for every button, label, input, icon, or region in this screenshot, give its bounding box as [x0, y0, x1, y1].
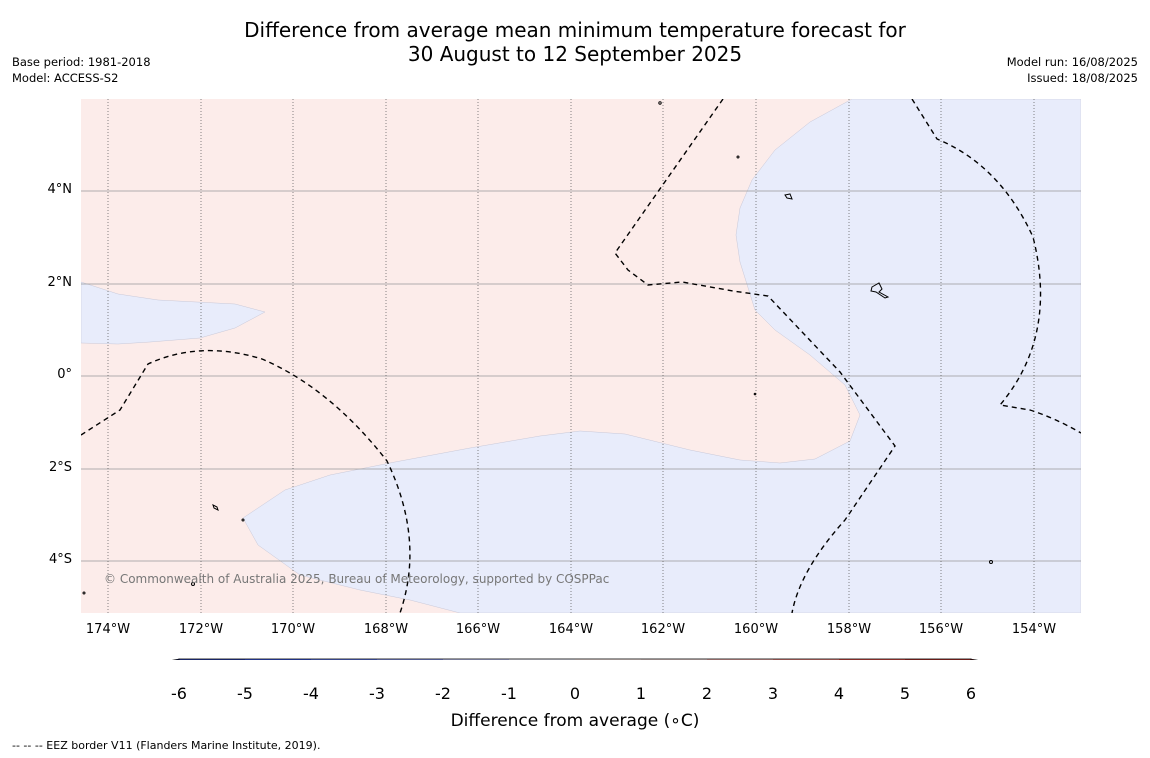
colorbar-under-extension: [171, 658, 180, 660]
longitude-label: 170°W: [270, 622, 316, 637]
cool-anomaly-area-south: [242, 99, 1081, 613]
island-icon: [212, 504, 219, 511]
island-icon: [784, 193, 793, 200]
map-title-line2: 30 August to 12 September 2025: [407, 42, 743, 66]
model-run-text: Model run: 16/08/2025: [1006, 55, 1138, 69]
longitude-label: 168°W: [363, 622, 409, 637]
colorbar-segment: [245, 659, 311, 660]
colorbar-over-extension: [970, 658, 979, 660]
longitude-label: 166°W: [455, 622, 501, 637]
colorbar-tick-label: -4: [303, 684, 319, 703]
latitude-label: 4°N: [47, 182, 73, 197]
longitude-label: 160°W: [733, 622, 779, 637]
longitude-label: 174°W: [85, 622, 131, 637]
colorbar-tick-label: -3: [369, 684, 385, 703]
colorbar-segment: [839, 659, 905, 660]
eez-footnote: -- -- -- EEZ border V11 (Flanders Marine…: [12, 739, 321, 752]
colorbar-tick-label: -5: [237, 684, 253, 703]
colorbar-title: Difference from average (∘C): [450, 711, 700, 731]
colorbar-tick-label: 1: [635, 684, 647, 703]
latitude-label: 4°S: [48, 552, 72, 567]
colorbar-tick-label: 0: [569, 684, 581, 703]
copyright-text: © Commonwealth of Australia 2025, Bureau…: [104, 572, 610, 586]
map-title-line1: Difference from average mean minimum tem…: [244, 18, 906, 42]
island-icon: [191, 582, 195, 586]
longitude-label: 158°W: [826, 622, 872, 637]
latitude-label: 2°S: [48, 460, 72, 475]
colorbar: [171, 658, 979, 660]
model-text: Model: ACCESS-S2: [12, 71, 119, 85]
eez-borders: [81, 99, 1081, 613]
colorbar-segment: [377, 659, 443, 660]
island-icon: [241, 518, 245, 522]
colorbar-tick-label: -2: [435, 684, 451, 703]
colorbar-tick-label: 4: [833, 684, 845, 703]
forecast-map: [81, 99, 1081, 660]
colorbar-segment: [179, 659, 245, 660]
colorbar-segment: [905, 659, 971, 660]
island-icon: [753, 392, 757, 396]
latitude-gridlines: [81, 190, 1081, 562]
latitude-label: 2°N: [47, 275, 73, 290]
colorbar-segment: [773, 659, 839, 660]
meta-right: Model run: 16/08/2025 Issued: 18/08/2025: [1007, 54, 1138, 86]
island-icon: [736, 155, 740, 159]
island-icon: [658, 101, 662, 105]
colorbar-tick-label: 5: [899, 684, 911, 703]
latitude-label: 0°: [57, 367, 72, 382]
map-title: Difference from average mean minimum tem…: [0, 18, 1150, 66]
island-icon: [870, 282, 890, 299]
longitude-label: 156°W: [918, 622, 964, 637]
colorbar-segment: [641, 659, 707, 660]
colorbar-tick-label: 6: [965, 684, 977, 703]
colorbar-segment: [443, 659, 509, 660]
issued-text: Issued: 18/08/2025: [1027, 71, 1138, 85]
colorbar-tick-label: -6: [171, 684, 187, 703]
colorbar-tick-label: 3: [767, 684, 779, 703]
colorbar-segment: [509, 659, 575, 660]
island-icon: [989, 560, 993, 564]
longitude-label: 172°W: [178, 622, 224, 637]
base-period-text: Base period: 1981-2018: [12, 55, 151, 69]
longitude-label: 164°W: [548, 622, 594, 637]
colorbar-frame: [178, 658, 972, 660]
colorbar-segment: [707, 659, 773, 660]
longitude-label: 154°W: [1011, 622, 1057, 637]
cool-anomaly-area-northwest: [81, 281, 266, 345]
island-icon: [82, 591, 86, 595]
colorbar-segment: [311, 659, 377, 660]
meta-left: Base period: 1981-2018 Model: ACCESS-S2: [12, 54, 151, 86]
island-outlines: [82, 101, 993, 595]
longitude-label: 162°W: [640, 622, 686, 637]
colorbar-tick-label: -1: [501, 684, 517, 703]
colorbar-tick-label: 2: [701, 684, 713, 703]
colorbar-segment: [575, 659, 641, 660]
